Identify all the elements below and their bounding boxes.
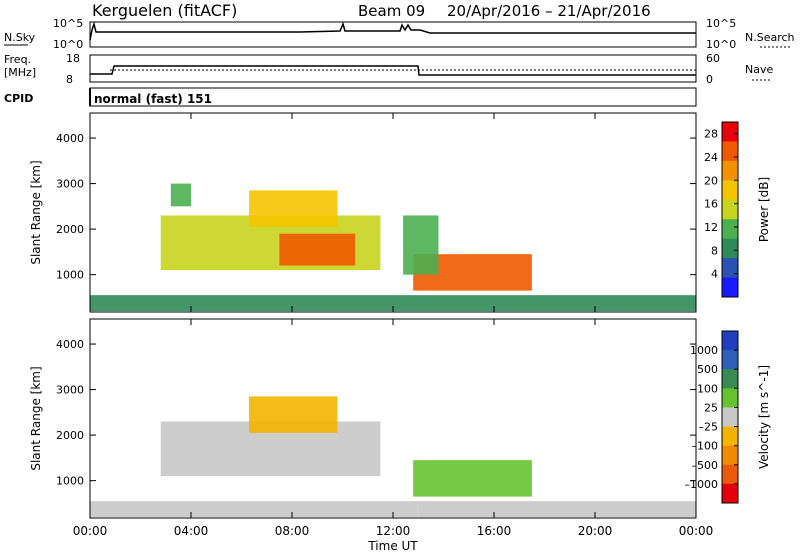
colorbar-tick-label: 25 bbox=[704, 401, 718, 414]
y-axis-label: Slant Range [km] bbox=[29, 160, 43, 264]
colorbar-segment bbox=[722, 407, 738, 428]
data-region bbox=[249, 190, 338, 227]
nsky-left-tick-bottom: 10^0 bbox=[53, 38, 83, 51]
nsky-right-tick-top: 10^5 bbox=[706, 17, 736, 30]
data-region bbox=[90, 295, 696, 312]
colorbar-frame bbox=[721, 121, 739, 298]
date-range: 20/Apr/2016 – 21/Apr/2016 bbox=[447, 2, 651, 20]
colorbar-segment bbox=[722, 141, 738, 162]
colorbar-segment bbox=[722, 445, 738, 466]
freq-panel: Freq. [MHz] 18 8 60 0 Nave bbox=[4, 52, 773, 86]
x-tick-label: 00:00 bbox=[73, 524, 108, 538]
colorbar-tick-label: 500 bbox=[697, 363, 718, 376]
x-tick-label: 04:00 bbox=[174, 524, 209, 538]
time-axis: 00:00 04:00 08:00 12:00 16:00 20:00 00:00 bbox=[73, 113, 714, 538]
nave-label: Nave bbox=[745, 63, 773, 76]
colorbar-tick-label: 100 bbox=[697, 382, 718, 395]
colorbar-segment bbox=[722, 238, 738, 259]
y-tick-label: 4000 bbox=[56, 132, 84, 145]
x-tick-label: 16:00 bbox=[477, 524, 512, 538]
data-region bbox=[170, 183, 191, 207]
colorbar-tick-label: 24 bbox=[704, 151, 718, 164]
nsky-trace bbox=[89, 21, 696, 41]
data-region bbox=[403, 215, 439, 275]
colorbar-tick-label: –1000 bbox=[685, 478, 719, 491]
data-region bbox=[413, 460, 532, 497]
data-region bbox=[249, 396, 338, 433]
colorbar-segment bbox=[722, 277, 738, 298]
colorbar-tick-label: 8 bbox=[711, 244, 718, 257]
x-tick-label: 12:00 bbox=[376, 524, 411, 538]
beam-label: Beam 09 bbox=[358, 2, 425, 20]
colorbar-tick-label: –25 bbox=[699, 421, 719, 434]
colorbar-segment bbox=[722, 219, 738, 240]
colorbar-tick-label: 1000 bbox=[690, 344, 718, 357]
y-tick-label: 3000 bbox=[56, 178, 84, 191]
velocity-panel: 1000 2000 3000 4000 Slant Range [km] 1000 500 1… bbox=[29, 318, 771, 519]
colorbar-tick-label: 16 bbox=[704, 198, 718, 211]
freq-label-line2: [MHz] bbox=[4, 66, 36, 79]
cpid-panel: CPID normal (fast) 151 bbox=[4, 87, 697, 107]
colorbar-segment bbox=[722, 426, 738, 447]
y-tick-label: 3000 bbox=[56, 384, 84, 397]
freq-left-tick-bottom: 8 bbox=[66, 73, 73, 86]
freq-right-tick-top: 60 bbox=[706, 52, 720, 65]
colorbar-label: Velocity [m s^-1] bbox=[757, 365, 771, 469]
colorbar-segment bbox=[722, 180, 738, 201]
colorbar-segment bbox=[722, 331, 738, 351]
freq-label-line1: Freq. bbox=[4, 53, 31, 66]
y-tick-label: 1000 bbox=[56, 269, 84, 282]
y-axis-label: Slant Range [km] bbox=[29, 366, 43, 470]
colorbar-segment bbox=[722, 388, 738, 408]
x-tick-label: 20:00 bbox=[578, 524, 613, 538]
colorbar-frame bbox=[721, 330, 739, 504]
nsearch-label: N.Search bbox=[745, 31, 795, 44]
station-title: Kerguelen (fitACF) bbox=[92, 1, 237, 20]
x-tick-label: 08:00 bbox=[275, 524, 310, 538]
cpid-text: normal (fast) 151 bbox=[94, 92, 212, 106]
y-tick-label: 2000 bbox=[56, 429, 84, 442]
y-tick-label: 4000 bbox=[56, 338, 84, 351]
x-tick-label: 00:00 bbox=[679, 524, 714, 538]
colorbar-label: Power [dB] bbox=[757, 177, 771, 242]
colorbar-tick-label: –500 bbox=[692, 459, 719, 472]
colorbar-segment bbox=[722, 160, 738, 181]
data-region bbox=[90, 501, 419, 518]
colorbar-segment bbox=[722, 122, 738, 142]
nsky-label: N.Sky bbox=[4, 31, 36, 44]
x-axis-label: Time UT bbox=[367, 539, 418, 553]
y-tick-label: 1000 bbox=[56, 475, 84, 488]
data-region bbox=[418, 501, 696, 518]
plot-frame bbox=[89, 318, 697, 519]
colorbar-tick-label: 4 bbox=[711, 268, 718, 281]
data-region bbox=[279, 233, 356, 266]
colorbar-segment bbox=[722, 199, 738, 220]
colorbar-segment bbox=[722, 350, 738, 370]
nsky-left-tick-top: 10^5 bbox=[53, 17, 83, 30]
colorbar-tick-label: –100 bbox=[692, 440, 719, 453]
colorbar-segment bbox=[722, 258, 738, 279]
colorbar-segment bbox=[722, 369, 738, 389]
nsky-right-tick-bottom: 10^0 bbox=[706, 38, 736, 51]
colorbar-segment bbox=[722, 483, 738, 504]
cpid-label: CPID bbox=[4, 92, 33, 105]
colorbar-segment bbox=[722, 464, 738, 485]
freq-left-tick-top: 18 bbox=[66, 52, 80, 65]
nsky-panel: N.Sky 10^5 10^0 10^5 10^0 N.Search bbox=[4, 17, 795, 51]
colorbar-tick-label: 12 bbox=[704, 221, 718, 234]
y-tick-label: 2000 bbox=[56, 223, 84, 236]
plot-frame bbox=[89, 112, 697, 313]
colorbar-tick-label: 20 bbox=[704, 174, 718, 187]
freq-right-tick-bottom: 0 bbox=[706, 73, 713, 86]
power-panel: 1000 2000 3000 4000 Slant Range [km] 4 8 12 16 20… bbox=[29, 112, 771, 313]
freq-trace bbox=[90, 65, 696, 76]
colorbar-tick-label: 28 bbox=[704, 128, 718, 141]
